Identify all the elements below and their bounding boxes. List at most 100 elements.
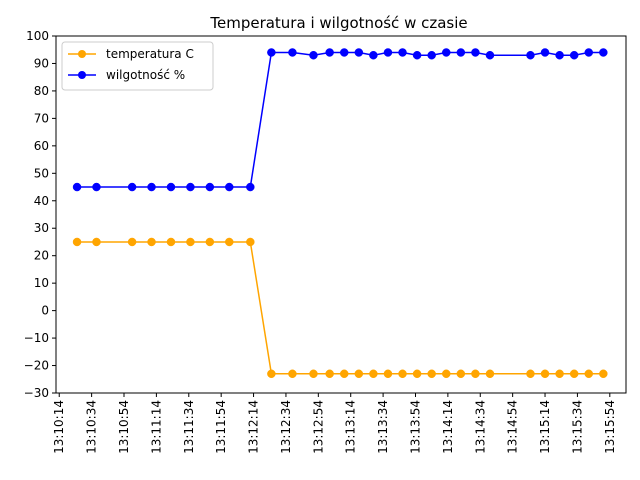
data-point [442,48,451,57]
data-point [555,369,564,379]
data-point [267,48,276,57]
data-point [442,369,451,379]
chart-title: Temperatura i wilgotność w czasie [209,14,467,32]
data-point [186,182,195,192]
y-tick-label: 30 [34,221,49,235]
y-tick-label: 70 [34,111,49,125]
x-tick-label: 13:13:54 [408,400,422,454]
data-point [471,48,480,57]
x-tick-label: 13:14:54 [506,400,520,454]
data-point [205,182,215,192]
data-point [584,369,594,379]
data-point [205,237,215,247]
data-point [383,369,393,379]
data-point [398,48,407,57]
y-tick-label: 50 [34,166,49,180]
data-point [485,369,495,379]
data-point [225,237,234,247]
data-point [92,237,101,247]
data-point [456,48,466,57]
data-point [540,369,550,379]
data-point [369,50,378,60]
y-tick-label: 60 [34,139,49,153]
x-tick-label: 13:10:34 [85,400,99,454]
data-point [166,182,176,192]
data-point [456,369,466,379]
data-point [325,48,334,57]
data-point [186,237,195,247]
x-tick-label: 13:11:14 [149,400,163,454]
x-tick-label: 13:12:34 [279,400,293,454]
y-tick-label: 40 [34,194,49,208]
series-layer [72,48,608,379]
legend-box [61,41,214,91]
data-point [246,237,255,247]
data-point [339,48,349,57]
x-tick-label: 13:10:14 [52,400,66,454]
legend-label: temperatura C [106,47,194,61]
legend-label: wilgotność % [106,68,185,82]
legend-marker [78,50,86,58]
y-tick-label: 10 [34,276,49,290]
y-axis: −30 −20 −10 0 10 20 30 40 50 60 70 80 90 100 [24,29,56,400]
data-point [225,182,234,192]
y-tick-label: 80 [34,84,49,98]
x-tick-label: 13:12:14 [247,400,261,454]
data-point [526,50,535,60]
data-point [398,369,407,379]
data-point [127,182,137,192]
x-tick-label: 13:11:54 [214,400,228,454]
data-point [325,369,334,379]
data-point [127,237,137,247]
data-point [147,237,156,247]
data-point [427,50,436,60]
data-point [485,50,495,60]
data-point [72,237,82,247]
series-1 [72,237,608,379]
data-point [584,48,594,57]
data-point [427,369,436,379]
data-point [383,48,393,57]
y-tick-label: 0 [41,304,49,318]
data-point [526,369,535,379]
y-tick-label: 100 [26,29,49,43]
data-point [354,369,364,379]
data-point [354,48,364,57]
data-point [599,48,608,57]
data-point [599,369,608,379]
data-point [412,50,422,60]
y-tick-label: −30 [24,386,49,400]
data-point [309,50,318,60]
x-axis: 13:10:14 13:10:34 13:10:54 13:11:14 13:11:34… [52,393,617,454]
y-tick-label: 90 [34,56,49,70]
data-point [369,369,378,379]
data-point [471,369,480,379]
data-point [309,369,318,379]
data-point [569,369,579,379]
x-tick-label: 13:13:14 [344,400,358,454]
series-line [77,241,604,375]
x-tick-label: 13:12:54 [311,400,325,454]
data-point [246,182,255,192]
x-tick-label: 13:15:54 [603,400,617,454]
data-point [147,182,156,192]
x-tick-label: 13:14:14 [441,400,455,454]
data-point [288,369,297,379]
data-point [72,182,82,192]
legend: temperatura C wilgotność % [61,41,214,91]
x-tick-label: 13:11:34 [182,400,196,454]
legend-marker [78,71,86,79]
y-tick-label: −10 [24,331,49,345]
data-point [569,50,579,60]
data-point [166,237,176,247]
data-point [339,369,349,379]
x-tick-label: 13:13:34 [376,400,390,454]
data-point [412,369,422,379]
data-point [555,50,564,60]
y-tick-label: 20 [34,249,49,263]
data-point [288,48,297,57]
data-point [540,48,550,57]
x-tick-label: 13:10:54 [117,400,131,454]
data-point [267,369,276,379]
